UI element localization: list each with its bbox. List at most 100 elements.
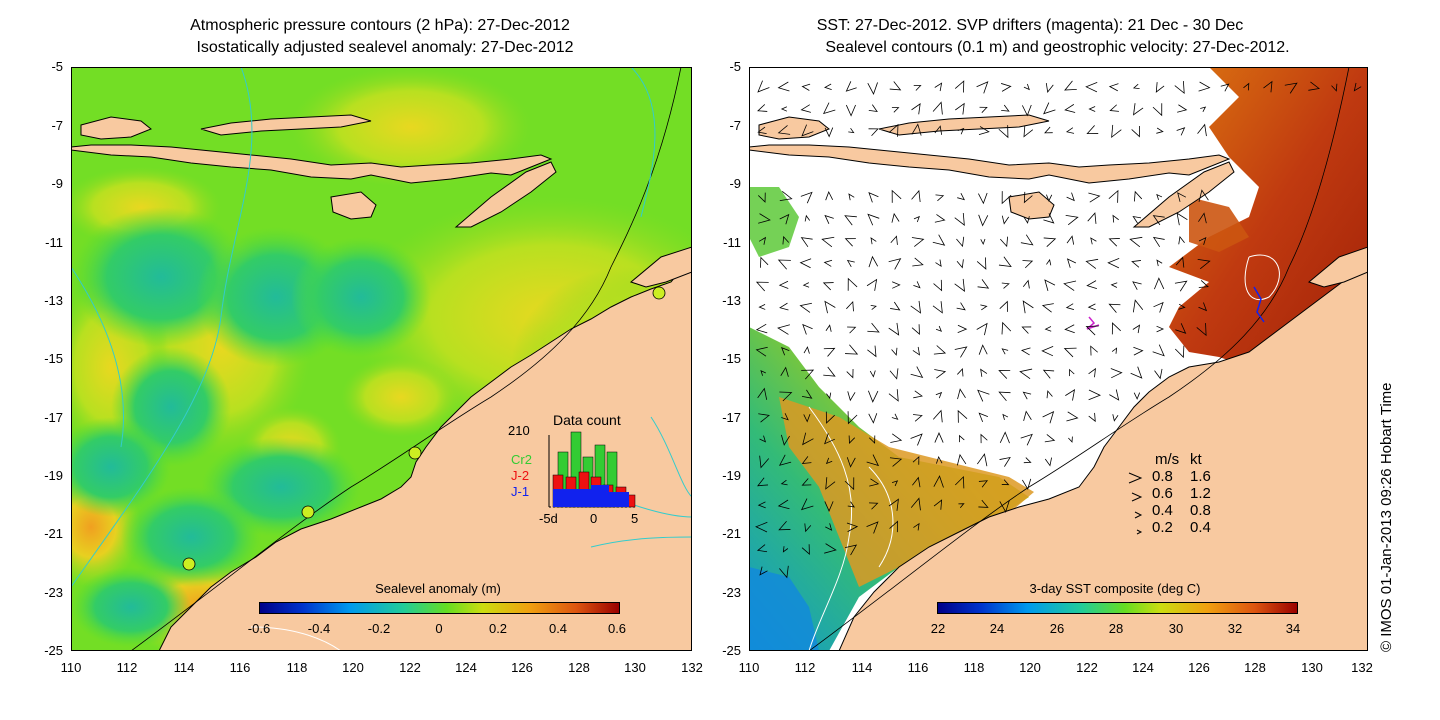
- sealevel-anomaly-map: Data count 210 Cr2 J-2 J-1 -5d 0 5: [41, 66, 751, 657]
- velocity-arrow: [891, 281, 901, 289]
- velocity-arrow: [1197, 123, 1207, 137]
- velocity-arrow: [868, 255, 879, 268]
- velocity-arrow: [888, 498, 899, 511]
- velocity-arrow: [779, 302, 789, 311]
- velocity-arrow: [998, 125, 1009, 139]
- velocity-arrow: [802, 323, 813, 335]
- velocity-arrow: [1198, 212, 1207, 224]
- velocity-arrow: [1046, 194, 1053, 202]
- colorbar-tick: 28: [1108, 621, 1124, 636]
- velocity-arrow: [1064, 80, 1077, 91]
- velocity-arrow: [889, 457, 903, 467]
- velocity-arrow: [1001, 321, 1012, 335]
- velocity-arrow: [1001, 104, 1010, 112]
- legend-kt-value: 1.2: [1190, 485, 1211, 502]
- y-tick: -21: [722, 526, 741, 541]
- velocity-arrow: [1284, 82, 1298, 94]
- colorbar-tick: 30: [1168, 621, 1184, 636]
- velocity-arrow: [1086, 280, 1097, 290]
- velocity-arrow: [1044, 326, 1052, 332]
- velocity-arrow: [1066, 192, 1075, 202]
- velocity-arrow: [1043, 102, 1056, 115]
- sst-northeast-coverage: [1169, 67, 1368, 367]
- velocity-arrow: [777, 259, 791, 270]
- velocity-arrow: [1000, 236, 1009, 248]
- velocity-arrow: [954, 80, 965, 93]
- velocity-arrow: [1177, 192, 1187, 202]
- lesser-sunda-islands: [748, 144, 1231, 184]
- velocity-arrow: [1022, 279, 1030, 289]
- velocity-arrow: [1198, 236, 1207, 246]
- australia-landmass: [838, 245, 1369, 652]
- velocity-arrow: [1132, 299, 1144, 313]
- velocity-arrow: [779, 391, 793, 402]
- velocity-arrow: [759, 566, 768, 576]
- velocity-arrow: [1022, 300, 1034, 314]
- inset-series-j1: J-1: [511, 484, 530, 499]
- velocity-arrow: [1066, 411, 1079, 422]
- velocity-arrow: [1022, 391, 1032, 400]
- velocity-arrow: [800, 104, 811, 113]
- velocity-arrow: [1107, 258, 1120, 269]
- x-tick: 116: [229, 660, 251, 675]
- velocity-arrow: [1152, 344, 1165, 357]
- x-tick: 110: [738, 660, 760, 675]
- velocity-arrow: [870, 304, 877, 310]
- velocity-arrow: [801, 389, 813, 399]
- velocity-arrow: [759, 455, 770, 469]
- colorbar-tick: 34: [1285, 621, 1301, 636]
- velocity-arrow: [957, 192, 965, 201]
- velocity-arrow: [1198, 81, 1211, 92]
- velocity-arrow: [869, 502, 879, 510]
- velocity-arrow: [910, 300, 922, 314]
- velocity-arrow: [956, 453, 967, 466]
- velocity-arrow: [799, 302, 812, 313]
- velocity-arrow: [846, 457, 856, 468]
- timor-island: [454, 161, 557, 228]
- inset-ymax-label: 210: [508, 423, 530, 438]
- velocity-arrow: [847, 411, 858, 425]
- x-tick: 118: [286, 660, 308, 675]
- velocity-arrow: [848, 127, 855, 134]
- velocity-arrow: [932, 409, 943, 423]
- velocity-arrow: [824, 83, 832, 90]
- velocity-arrow: [935, 259, 942, 268]
- velocity-arrow: [760, 256, 769, 268]
- velocity-arrow: [826, 392, 832, 400]
- velocity-arrow: [1133, 392, 1141, 400]
- velocity-arrow: [777, 324, 790, 335]
- velocity-arrow: [1220, 83, 1230, 92]
- velocity-arrow: [999, 300, 1008, 312]
- velocity-arrow: [1044, 434, 1056, 443]
- velocity-arrow: [781, 413, 789, 421]
- velocity-arrow: [998, 369, 1011, 379]
- velocity-arrow: [1132, 324, 1141, 334]
- inset-xtick-1: 0: [590, 511, 598, 526]
- y-tick: -5: [729, 59, 741, 74]
- y-tick: -15: [722, 351, 741, 366]
- velocity-arrow: [845, 344, 859, 355]
- velocity-arrow: [1174, 345, 1185, 359]
- velocity-arrow: [1111, 124, 1122, 139]
- velocity-arrow: [1042, 410, 1055, 424]
- velocity-arrow: [1197, 258, 1211, 270]
- velocity-arrow: [1001, 282, 1010, 289]
- velocity-arrow: [758, 236, 767, 245]
- velocity-arrow: [801, 544, 810, 555]
- velocity-arrow: [1156, 325, 1165, 333]
- velocity-arrow: [1178, 303, 1186, 310]
- velocity-arrow: [844, 215, 857, 226]
- y-tick: -7: [51, 118, 63, 133]
- velocity-arrow: [889, 368, 899, 380]
- y-tick: -17: [722, 410, 741, 425]
- velocity-arrow: [868, 435, 876, 444]
- velocity-arrow: [933, 279, 943, 292]
- velocity-arrow: [911, 324, 920, 335]
- velocity-arrow: [1020, 347, 1031, 356]
- right-colorbar-title: 3-day SST composite (deg C): [1029, 581, 1201, 596]
- sst-colorbar: [937, 602, 1298, 614]
- velocity-arrow: [846, 259, 855, 268]
- velocity-arrow: [1132, 215, 1142, 224]
- left-colorbar-title: Sealevel anomaly (m): [375, 581, 501, 596]
- colorbar-tick: 32: [1227, 621, 1243, 636]
